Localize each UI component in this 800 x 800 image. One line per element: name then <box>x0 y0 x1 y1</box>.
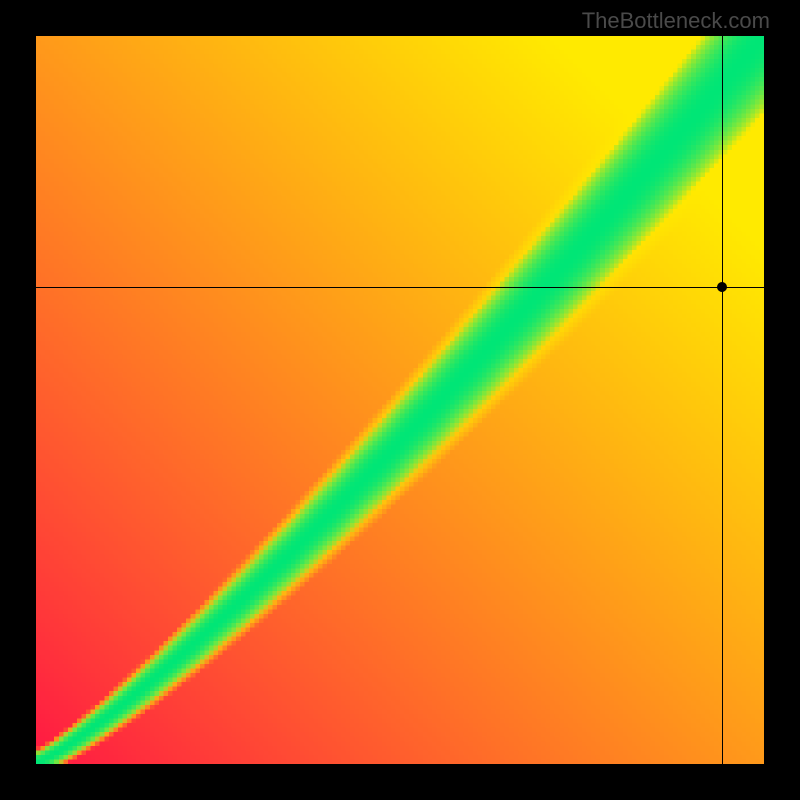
watermark-text: TheBottleneck.com <box>582 8 770 34</box>
crosshair-marker <box>717 282 727 292</box>
crosshair-horizontal <box>36 287 764 288</box>
crosshair-vertical <box>722 36 723 764</box>
chart-area <box>36 36 764 764</box>
heatmap-canvas <box>36 36 764 764</box>
